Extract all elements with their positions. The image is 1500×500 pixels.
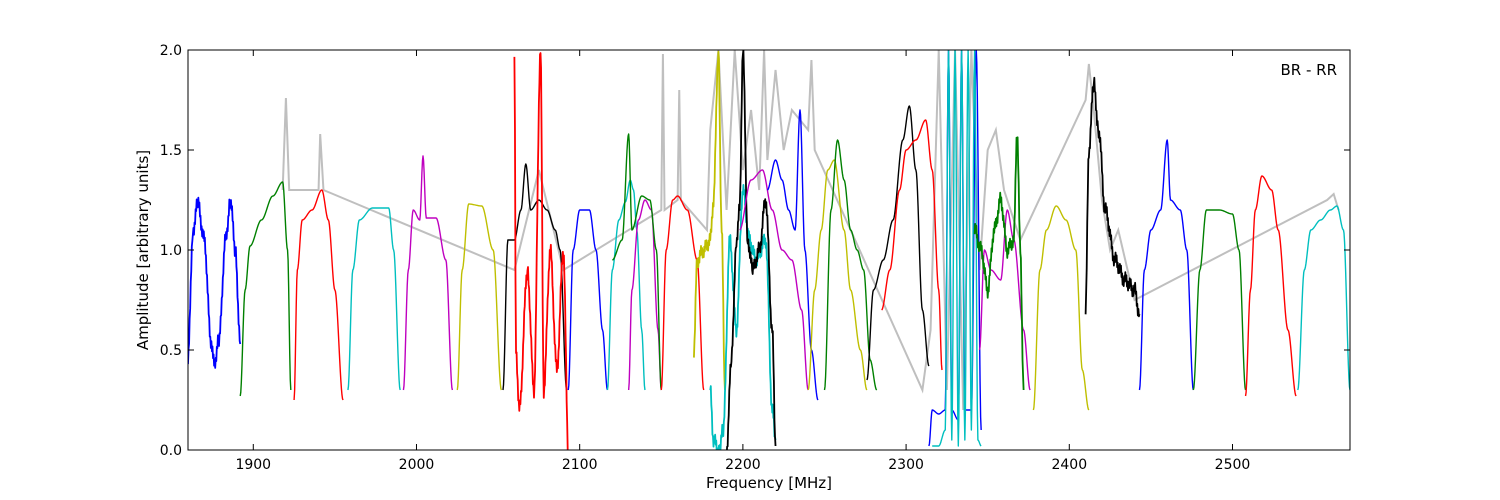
y-tick-label: 0.5 — [160, 343, 182, 359]
y-axis-label: Amplitude [arbitrary units] — [134, 150, 152, 350]
background-trace — [281, 50, 1340, 411]
x-tick-label: 2400 — [1051, 457, 1087, 473]
x-axis: 1900 2000 2100 2200 2300 2400 2500 — [235, 50, 1250, 473]
x-tick-label: 2100 — [562, 457, 598, 473]
series-line-13 — [660, 195, 705, 391]
series-line-3 — [293, 189, 344, 401]
y-axis: 0.0 0.5 1.0 1.5 2.0 — [160, 43, 1350, 459]
series-line-9 — [567, 209, 609, 391]
series-line-8 — [513, 52, 569, 450]
series-line-24 — [932, 50, 982, 447]
series-line-29 — [1138, 139, 1195, 391]
series-line-20 — [823, 139, 878, 391]
y-tick-label: 1.5 — [160, 143, 182, 159]
series-line-18 — [766, 109, 819, 401]
series-line-14 — [693, 50, 726, 391]
y-tick-label: 2.0 — [160, 43, 182, 59]
series-line-5 — [402, 155, 454, 391]
x-tick-label: 2000 — [399, 457, 435, 473]
series-line-19 — [807, 159, 868, 391]
series-line-1 — [188, 196, 242, 369]
series-line-27 — [1032, 205, 1090, 411]
x-axis-label: Frequency [MHz] — [706, 474, 832, 492]
series-traces — [188, 50, 1350, 450]
x-tick-label: 1900 — [235, 457, 271, 473]
x-tick-label: 2500 — [1215, 457, 1251, 473]
x-tick-label: 2200 — [725, 457, 761, 473]
series-line-22 — [881, 119, 943, 371]
y-tick-label: 0.0 — [160, 443, 182, 459]
series-line-28 — [1084, 76, 1141, 318]
chart-annotation: BR - RR — [1280, 61, 1337, 79]
series-line-15 — [709, 184, 777, 450]
series-line-2 — [239, 181, 292, 397]
series-line-17 — [739, 169, 809, 391]
series-line-12 — [612, 133, 662, 391]
series-line-11 — [627, 199, 662, 391]
series-line-6 — [456, 203, 503, 391]
series-line-32 — [1297, 205, 1350, 391]
background-trace-line — [281, 50, 1340, 411]
series-line-31 — [1244, 175, 1297, 397]
series-line-30 — [1192, 209, 1247, 391]
series-line-16 — [726, 50, 777, 450]
series-line-21 — [866, 105, 930, 381]
series-line-4 — [347, 207, 401, 391]
y-tick-label: 1.0 — [160, 243, 182, 259]
series-line-10 — [606, 179, 646, 391]
series-line-7 — [502, 163, 568, 391]
x-tick-label: 2300 — [888, 457, 924, 473]
series-line-26 — [973, 136, 1025, 391]
